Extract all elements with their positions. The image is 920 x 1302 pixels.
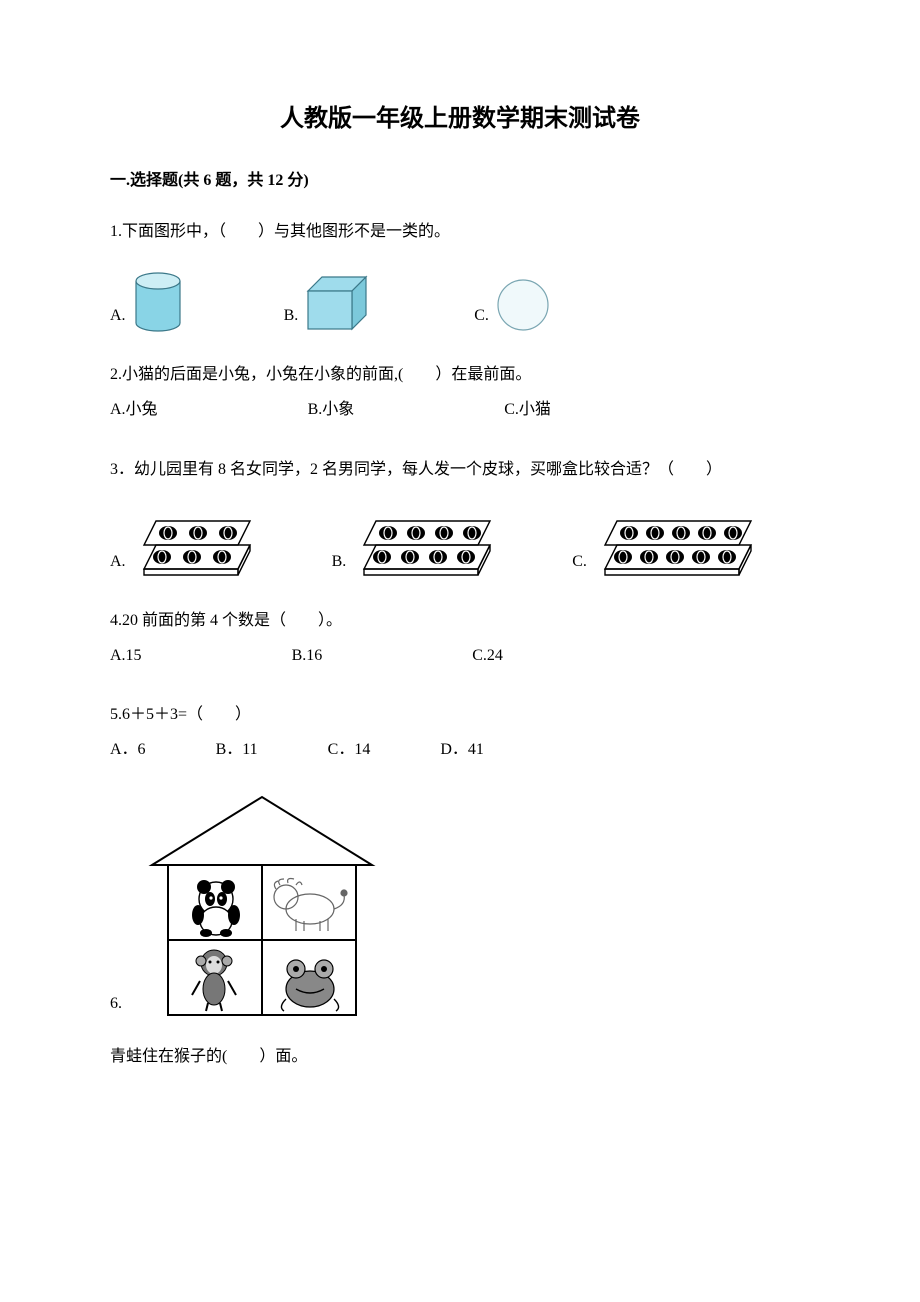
q6-text: 青蛙住在猴子的( ）面。 xyxy=(110,1039,810,1074)
question-3: 3．幼儿园里有 8 名女同学，2 名男同学，每人发一个皮球，买哪盒比较合适？（ … xyxy=(110,452,810,579)
q1-c-label: C. xyxy=(474,298,489,333)
ball-box-10-icon xyxy=(593,517,763,579)
q2-option-c: C.小猫 xyxy=(504,392,551,427)
q4-option-a: A.15 xyxy=(110,638,142,673)
q5-option-b: B．11 xyxy=(216,732,258,767)
q6-num: 6. xyxy=(110,986,122,1021)
section-1-header: 一.选择题(共 6 题，共 12 分) xyxy=(110,168,810,194)
q5-option-c: C．14 xyxy=(328,732,371,767)
house-icon xyxy=(132,791,392,1021)
page-title: 人教版一年级上册数学期末测试卷 xyxy=(110,100,810,138)
q4-text: 4.20 前面的第 4 个数是（ ）。 xyxy=(110,603,810,638)
ball-box-8-icon xyxy=(352,517,502,579)
q1-a-label: A. xyxy=(110,298,126,333)
q3-option-b: B. xyxy=(332,517,503,579)
q1-text: 1.下面图形中，（ ）与其他图形不是一类的。 xyxy=(110,214,810,249)
q5-text: 5.6＋5＋3=（ ） xyxy=(110,697,810,732)
q3-option-a: A. xyxy=(110,517,262,579)
question-4: 4.20 前面的第 4 个数是（ ）。 A.15 B.16 C.24 xyxy=(110,603,810,673)
q1-option-c: C. xyxy=(474,277,551,333)
q5-option-d: D．41 xyxy=(440,732,484,767)
q1-option-b: B. xyxy=(284,273,375,333)
q2-option-b: B.小象 xyxy=(308,392,355,427)
question-2: 2.小猫的后面是小兔，小兔在小象的前面,( ）在最前面。 A.小兔 B.小象 C… xyxy=(110,357,810,427)
q3-option-c: C. xyxy=(572,517,763,579)
q2-option-a: A.小兔 xyxy=(110,392,158,427)
q1-b-label: B. xyxy=(284,298,299,333)
q3-a-label: A. xyxy=(110,544,126,579)
q5-option-a: A．6 xyxy=(110,732,146,767)
q4-option-c: C.24 xyxy=(472,638,503,673)
circle-icon xyxy=(495,277,551,333)
q2-text: 2.小猫的后面是小兔，小兔在小象的前面,( ）在最前面。 xyxy=(110,357,810,392)
cylinder-icon xyxy=(132,269,184,333)
question-6: 6. xyxy=(110,791,810,1074)
question-5: 5.6＋5＋3=（ ） A．6 B．11 C．14 D．41 xyxy=(110,697,810,767)
q3-text: 3．幼儿园里有 8 名女同学，2 名男同学，每人发一个皮球，买哪盒比较合适？（ … xyxy=(110,452,810,487)
question-1: 1.下面图形中，（ ）与其他图形不是一类的。 A. B. C. xyxy=(110,214,810,333)
q3-c-label: C. xyxy=(572,544,587,579)
ball-box-6-icon xyxy=(132,517,262,579)
q1-option-a: A. xyxy=(110,269,184,333)
q3-b-label: B. xyxy=(332,544,347,579)
q4-option-b: B.16 xyxy=(292,638,323,673)
cube-icon xyxy=(304,273,374,333)
